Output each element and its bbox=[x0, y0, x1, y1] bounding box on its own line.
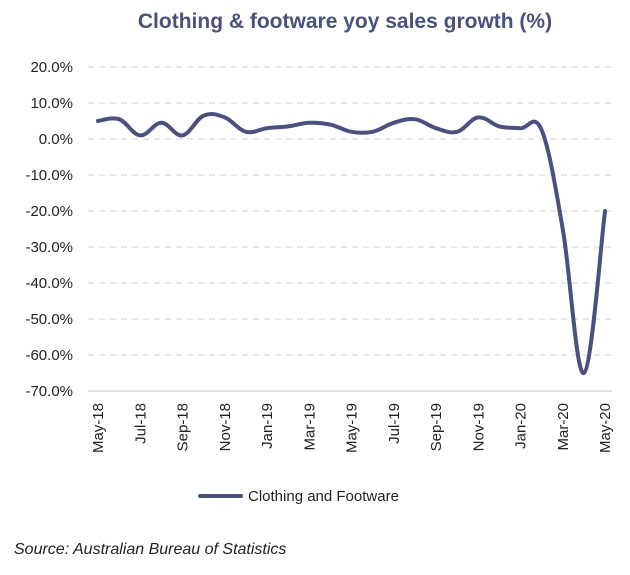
y-tick-label: -50.0% bbox=[25, 311, 73, 328]
y-tick-label: 10.0% bbox=[30, 95, 73, 112]
x-tick-label: Jul-19 bbox=[386, 403, 403, 444]
y-tick-label: 20.0% bbox=[30, 59, 73, 76]
y-tick-label: -30.0% bbox=[25, 239, 73, 256]
x-tick-label: Jan-19 bbox=[259, 403, 276, 449]
y-tick-label: -70.0% bbox=[25, 383, 73, 400]
series-line bbox=[96, 111, 607, 376]
x-tick-label: Jan-20 bbox=[513, 403, 530, 449]
x-tick-label: Sep-19 bbox=[428, 403, 445, 451]
y-axis-ticks: 20.0% 10.0% 0.0% -10.0% -20.0% -30.0% -40.0% -5… bbox=[25, 59, 73, 400]
y-tick-label: -10.0% bbox=[25, 167, 73, 184]
series-layer bbox=[96, 111, 607, 376]
x-tick-label: Mar-19 bbox=[301, 403, 318, 451]
y-tick-label: -60.0% bbox=[25, 347, 73, 364]
legend: Clothing and Footware bbox=[198, 488, 399, 505]
x-tick-label: Nov-18 bbox=[217, 403, 234, 451]
x-tick-label: Jul-18 bbox=[132, 403, 149, 444]
y-tick-label: 0.0% bbox=[39, 131, 73, 148]
x-tick-label: Mar-20 bbox=[555, 403, 572, 451]
x-axis-ticks: May-18 Jul-18 Sep-18 Nov-18 Jan-19 Mar-19 May-… bbox=[90, 403, 614, 453]
x-tick-label: Nov-19 bbox=[470, 403, 487, 451]
y-tick-label: -20.0% bbox=[25, 203, 73, 220]
x-tick-label: May-20 bbox=[597, 403, 614, 453]
y-tick-label: -40.0% bbox=[25, 275, 73, 292]
chart-title: Clothing & footware yoy sales growth (%) bbox=[137, 10, 553, 33]
legend-label: Clothing and Footware bbox=[248, 488, 399, 505]
x-tick-label: May-19 bbox=[344, 403, 361, 453]
grid-lines bbox=[88, 66, 612, 356]
x-tick-label: Sep-18 bbox=[175, 403, 192, 451]
source-note: Source: Australian Bureau of Statistics bbox=[14, 541, 287, 558]
x-tick-label: May-18 bbox=[90, 403, 107, 453]
